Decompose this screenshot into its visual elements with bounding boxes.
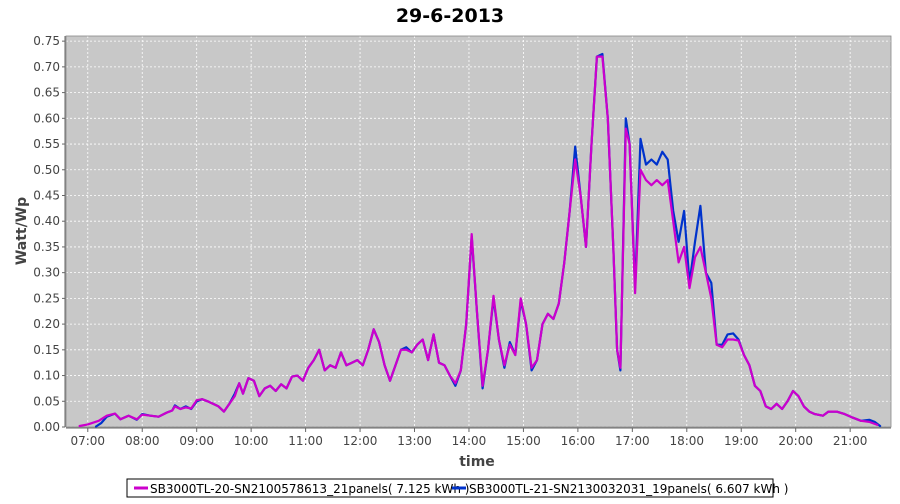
y-axis-ticks: 0.00 0.05 0.10 0.15 0.20 0.25 0.30 0.35 0.40 0.45…: [33, 34, 66, 434]
y-axis-label: Watt/Wp: [14, 197, 30, 265]
y-tick-label: 0.55: [33, 137, 60, 151]
x-tick-label: 17:00: [615, 434, 650, 448]
series-lines: [78, 52, 882, 428]
x-tick-label: 15:00: [506, 434, 541, 448]
y-tick-label: 0.15: [33, 343, 60, 357]
y-tick-label: 0.25: [33, 291, 60, 305]
x-axis-label: time: [459, 454, 495, 470]
x-tick-label: 07:00: [70, 434, 105, 448]
x-tick-label: 16:00: [561, 434, 596, 448]
x-tick-label: 11:00: [288, 434, 323, 448]
x-tick-label: 18:00: [669, 434, 704, 448]
x-tick-label: 14:00: [452, 434, 487, 448]
series-line-1: [78, 55, 879, 428]
y-tick-label: 0.00: [33, 420, 60, 434]
y-tick-label: 0.45: [33, 188, 60, 202]
plot-border: [65, 35, 892, 428]
legend-box: [126, 478, 774, 498]
y-tick-label: 0.20: [33, 317, 60, 331]
legend-label-series-1: SB3000TL-20-SN2100578613_21panels( 7.125…: [150, 482, 469, 496]
x-tick-label: 21:00: [833, 434, 868, 448]
x-tick-label: 08:00: [125, 434, 160, 448]
plot-area: [65, 35, 892, 428]
y-tick-label: 0.50: [33, 163, 60, 177]
y-tick-label: 0.70: [33, 60, 60, 74]
chart-title: 29-6-2013: [396, 5, 504, 27]
plot-background: [66, 36, 891, 427]
legend: SB3000TL-20-SN2100578613_21panels( 7.125…: [126, 478, 788, 498]
y-tick-label: 0.40: [33, 214, 60, 228]
x-tick-label: 09:00: [179, 434, 214, 448]
y-tick-label: 0.30: [33, 266, 60, 280]
y-tick-label: 0.65: [33, 86, 60, 100]
x-tick-label: 19:00: [724, 434, 759, 448]
x-tick-label: 20:00: [778, 434, 813, 448]
x-axis-ticks: 07:00 08:00 09:00 10:00 11:00 12:00 13:00 14:00…: [66, 427, 891, 448]
x-tick-label: 13:00: [397, 434, 432, 448]
y-tick-label: 0.35: [33, 240, 60, 254]
y-tick-label: 0.60: [33, 111, 60, 125]
y-tick-label: 0.05: [33, 394, 60, 408]
y-tick-label: 0.10: [33, 369, 60, 383]
x-tick-label: 10:00: [234, 434, 269, 448]
legend-label-series-2: SB3000TL-21-SN2130032031_19panels( 6.607…: [469, 482, 788, 496]
x-tick-label: 12:00: [343, 434, 378, 448]
y-tick-label: 0.75: [33, 34, 60, 48]
